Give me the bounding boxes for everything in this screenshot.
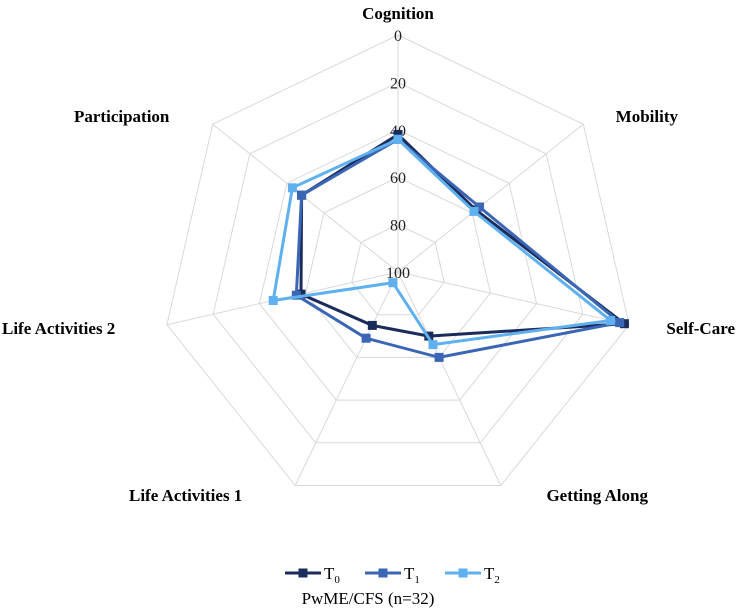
series	[291, 134, 625, 362]
grid-spoke	[397, 123, 584, 273]
legend-label: T1	[404, 564, 420, 586]
chart-subtitle: PwME/CFS (n=32)	[302, 589, 435, 608]
grid-ring	[258, 129, 538, 401]
data-point	[291, 290, 301, 300]
series-line	[271, 137, 615, 347]
legend-label: T0	[324, 564, 340, 586]
axis-label: Life Activities 2	[2, 319, 115, 338]
legend-item: T2	[445, 564, 500, 586]
axis-labels: Cognition Mobility Self-Care Getting Along L…	[2, 4, 735, 505]
series-line	[299, 132, 629, 338]
tick-label: 0	[394, 28, 402, 45]
data-point	[606, 316, 616, 325]
grid-ring	[305, 176, 491, 358]
axis-label: Getting Along	[546, 486, 648, 505]
tick-label: 20	[390, 75, 406, 92]
legend-label: T2	[484, 564, 500, 586]
data-point	[469, 206, 479, 216]
grid-spoke	[397, 271, 630, 326]
grid-spoke	[294, 271, 399, 486]
data-point	[388, 278, 398, 288]
data-point	[619, 319, 629, 329]
data-point	[361, 333, 371, 343]
tick-label: 60	[390, 170, 406, 187]
legend-item: T1	[365, 564, 420, 586]
legend-marker	[458, 568, 468, 578]
axis-label: Participation	[74, 107, 170, 126]
data-point	[475, 202, 484, 212]
data-point	[367, 320, 377, 330]
data-point	[393, 130, 403, 139]
grid-ring	[212, 81, 584, 444]
legend: T0 T1 T2	[285, 564, 500, 586]
data-point	[393, 134, 403, 144]
grid-ring	[166, 34, 630, 486]
series-line	[294, 137, 624, 359]
data-point	[615, 318, 625, 328]
tick-label: 100	[386, 265, 410, 282]
axis-label: Self-Care	[666, 319, 735, 338]
grid-spoke	[397, 271, 502, 486]
data-point	[296, 289, 306, 299]
series	[268, 134, 616, 350]
axis-label: Mobility	[616, 107, 679, 126]
data-series	[268, 130, 629, 362]
legend-marker	[378, 568, 388, 578]
data-point	[434, 352, 444, 362]
legend-item: T0	[285, 564, 340, 586]
data-point	[297, 190, 307, 200]
legend-marker	[298, 568, 308, 578]
tick-label: 80	[390, 218, 406, 235]
axis-label: Cognition	[362, 4, 434, 23]
grid-ring	[351, 224, 445, 316]
data-point	[287, 183, 297, 193]
data-point	[268, 296, 278, 305]
radar-grid	[166, 34, 630, 486]
axis-label: Life Activities 1	[129, 486, 242, 505]
data-point	[428, 340, 438, 350]
